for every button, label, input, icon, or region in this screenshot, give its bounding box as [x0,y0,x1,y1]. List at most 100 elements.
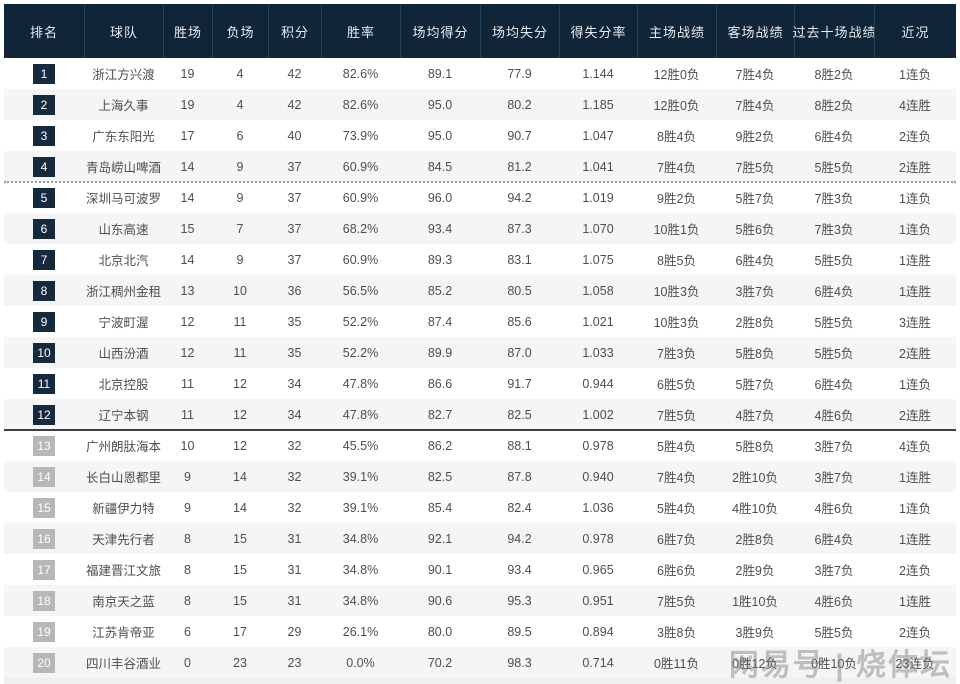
cell-wins: 0 [184,655,191,670]
cell-away: 5胜8负 [735,347,775,361]
cell-away: 5胜7负 [735,192,775,206]
cell-win_rate: 60.9% [342,252,379,267]
cell-avg_scored: 96.0 [427,190,453,205]
table-row: 11 北京控股 11 12 34 47.8% 86.6 91.7 0.944 6胜5负 5胜7负 6胜… [4,368,956,399]
cell-win_rate: 60.9% [342,190,379,205]
cell-win_rate: 47.8% [342,376,379,391]
cell-wins: 19 [180,66,195,81]
cell-avg_allowed: 88.1 [507,438,532,453]
cell-losses: 11 [233,345,247,360]
cell-home: 12胜0负 [653,68,700,82]
cell-away: 7胜5负 [735,161,775,175]
cell-ratio: 1.075 [582,252,614,267]
cell-team: 北京控股 [98,378,149,392]
cell-losses: 4 [236,66,244,81]
cell-win_rate: 60.9% [342,159,379,174]
cell-rank: 13 [4,430,84,461]
cell-wins: 9 [184,500,191,515]
cell-wins: 17 [180,128,195,143]
cell-avg_allowed: 80.2 [507,97,532,112]
cell-wins: 12 [180,345,195,360]
cell-last10: 6胜4负 [814,285,854,299]
cell-team: 浙江方兴渡 [92,68,155,82]
cell-team: 深圳马可波罗 [85,192,161,206]
cell-last10: 4胜6负 [814,409,854,423]
cell-win_rate: 82.6% [342,97,379,112]
cell-last10: 6胜4负 [814,378,854,392]
cell-points: 31 [287,593,302,608]
cell-avg_scored: 86.2 [427,438,453,453]
cell-rank: 18 [4,585,84,616]
column-header-team: 球队 [84,4,163,58]
cell-away: 4胜7负 [735,409,775,423]
column-header-last10: 过去十场战绩 [793,4,876,58]
rank-badge: 5 [33,187,55,208]
cell-avg_allowed: 82.5 [507,407,532,422]
cell-win_rate: 39.1% [342,500,379,515]
rank-badge: 14 [33,466,55,487]
cell-team: 天津先行者 [92,533,155,547]
table-body: 1 浙江方兴渡 19 4 42 82.6% 89.1 77.9 1.144 12胜0负 7胜4负 8胜… [4,58,956,678]
cell-rank: 14 [4,461,84,492]
cell-streak: 2连胜 [899,161,931,175]
cell-ratio: 0.894 [582,624,614,639]
rank-badge: 2 [33,94,55,115]
cell-away: 0胜12负 [732,657,778,671]
cell-rank: 12 [4,399,84,430]
table-row: 2 上海久事 19 4 42 82.6% 95.0 80.2 1.185 12胜0负 7胜4负 8胜2… [4,89,956,120]
rank-badge: 16 [33,528,55,549]
cell-home: 10胜1负 [653,223,700,237]
cell-avg_allowed: 94.2 [507,190,532,205]
cell-losses: 15 [233,531,247,546]
cell-away: 5胜8负 [735,440,775,454]
cell-wins: 13 [180,283,195,298]
cell-win_rate: 73.9% [342,128,379,143]
bottom-strip [4,678,956,684]
cell-avg_allowed: 95.3 [507,593,532,608]
cell-last10: 8胜2负 [814,99,854,113]
cell-home: 7胜4负 [657,161,696,175]
cell-streak: 23连负 [895,657,935,671]
cell-avg_allowed: 94.2 [507,531,532,546]
cell-home: 6胜7负 [657,533,696,547]
cell-team: 南京天之蓝 [92,595,155,609]
cell-avg_scored: 90.6 [427,593,453,608]
cell-streak: 4连负 [899,440,931,454]
cell-win_rate: 34.8% [342,562,379,577]
cell-team: 江苏肯帝亚 [92,626,155,640]
cell-win_rate: 26.1% [342,624,379,639]
cell-avg_scored: 84.5 [427,159,453,174]
cell-away: 6胜4负 [735,254,775,268]
cell-away: 1胜10负 [732,595,778,609]
cell-home: 7胜4负 [657,471,696,485]
cell-points: 31 [287,562,302,577]
rank-badge: 6 [33,218,55,239]
cell-losses: 17 [233,624,247,639]
cell-win_rate: 82.6% [342,66,379,81]
cell-ratio: 0.951 [582,593,614,608]
cell-avg_scored: 89.3 [427,252,453,267]
cell-team: 广东东阳光 [92,130,155,144]
cell-ratio: 0.714 [582,655,614,670]
table-row: 9 宁波町渥 12 11 35 52.2% 87.4 85.6 1.021 10胜3负 2胜8负 5胜… [4,306,956,337]
cell-home: 0胜11负 [654,657,699,671]
cell-ratio: 0.944 [582,376,614,391]
cell-losses: 6 [236,128,244,143]
cell-last10: 4胜6负 [814,595,854,609]
cell-avg_allowed: 87.8 [507,469,532,484]
cell-ratio: 0.965 [582,562,614,577]
cell-team: 北京北汽 [98,254,149,268]
cell-away: 2胜9负 [735,564,775,578]
table-row: 20 四川丰谷酒业 0 23 23 0.0% 70.2 98.3 0.714 0胜11负 0胜12负… [4,647,956,678]
cell-last10: 5胜5负 [814,316,854,330]
cell-streak: 1连胜 [899,471,931,485]
cell-avg_allowed: 77.9 [507,66,532,81]
cell-avg_scored: 90.1 [427,562,453,577]
cell-avg_allowed: 80.5 [507,283,532,298]
column-header-losses: 负场 [212,4,268,58]
cell-points: 37 [287,159,302,174]
cell-streak: 2连负 [899,130,931,144]
cell-away: 5胜7负 [735,378,775,392]
cell-ratio: 1.019 [582,190,614,205]
cell-team: 四川丰谷酒业 [85,657,161,671]
